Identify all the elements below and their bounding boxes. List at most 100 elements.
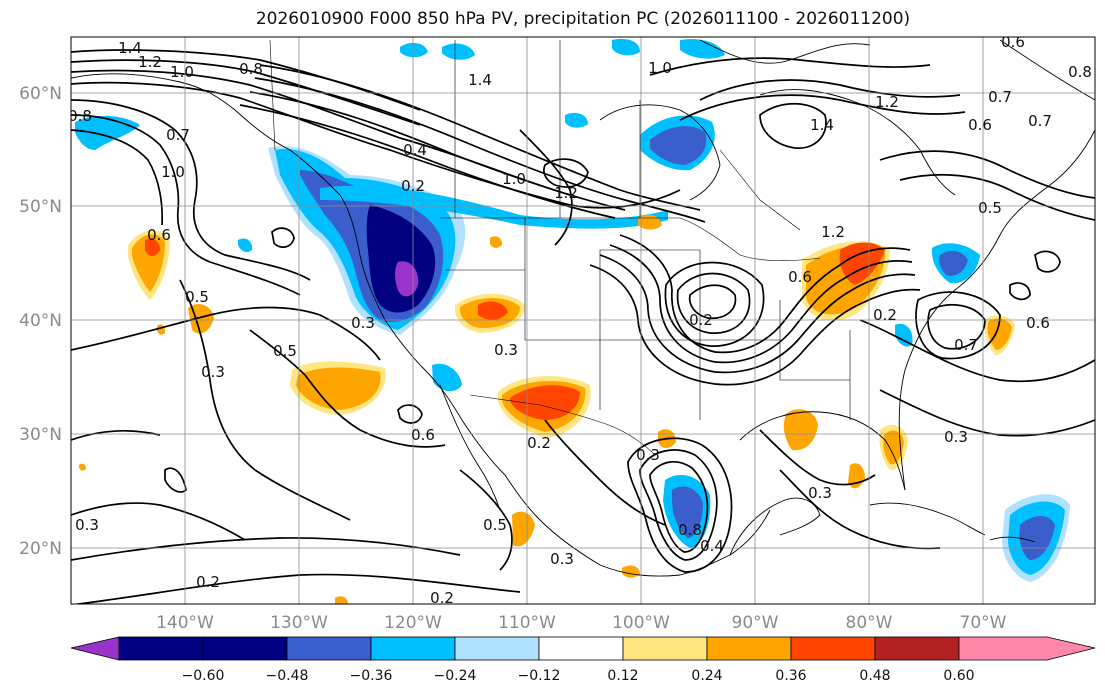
contour-label: 1.4 [468, 71, 492, 89]
shade-orange-ab [638, 214, 662, 230]
shade-blue-small2 [895, 323, 913, 347]
colorbar-segment-11 [958, 636, 1096, 661]
shade-purple [395, 261, 419, 297]
contour-low-ring2 [664, 261, 765, 347]
contour-hudson-low [759, 103, 827, 149]
shade-blue-california [432, 363, 462, 392]
colorbar-tick-label: 0.24 [691, 668, 722, 684]
contour-ne-1 [899, 173, 1095, 221]
contour-label: 0.7 [1028, 112, 1052, 130]
shade-blue-top5 [565, 112, 588, 128]
colorbar-tick-label: −0.36 [350, 668, 393, 684]
border-states5 [600, 249, 701, 340]
border-us-canada [440, 217, 821, 261]
colorbar-segment-5 [454, 636, 540, 661]
lon-label-80w: 80°W [846, 613, 893, 633]
lat-label-40n: 40°N [19, 311, 62, 331]
contour-mexico2 [649, 461, 709, 553]
contour-label: 0.3 [944, 428, 968, 446]
shade-orange-w3 [296, 367, 381, 410]
shade-mid-blue-mexico [672, 486, 703, 538]
contour-north-1 [699, 79, 961, 101]
contour-low-center [688, 284, 737, 320]
coast-arctic [699, 39, 871, 64]
contour-mexico1 [639, 449, 718, 561]
contour-north-3 [649, 57, 931, 76]
latitude-labels: 60°N 50°N 40°N 30°N 20°N [19, 84, 62, 559]
contour-label: 1.2 [554, 184, 578, 202]
contour-1.4-top [71, 49, 421, 111]
shade-orange-gulf [783, 409, 818, 451]
contour-label: 0.2 [401, 177, 425, 195]
contour-label: 1.2 [138, 53, 162, 71]
political-borders [269, 39, 851, 456]
coast-hispaniola [989, 536, 1036, 543]
contour-label: 0.5 [978, 199, 1002, 217]
lat-label-50n: 50°N [19, 197, 62, 217]
contour-label: 0.3 [201, 363, 225, 381]
contour-label: 0.5 [483, 516, 507, 534]
shade-blue-small1 [238, 238, 253, 253]
contour-label: 0.6 [788, 268, 812, 286]
coast-greenland [999, 39, 1095, 101]
contour-0.6-w [249, 329, 446, 448]
contour-label: 0.8 [1068, 63, 1092, 81]
contour-label: 0.8 [68, 107, 92, 125]
contour-label: 0.7 [166, 126, 190, 144]
contour-rockies [519, 129, 573, 246]
contour-label: 0.2 [527, 434, 551, 452]
contour-label: 0.3 [494, 341, 518, 359]
contour-label: 0.7 [954, 336, 978, 354]
chart-title: 2026010900 F000 850 hPa PV, precipitatio… [255, 9, 911, 29]
contour-label: 0.2 [689, 311, 713, 329]
contour-ne-2 [879, 150, 1095, 199]
contour-ridge-w1 [71, 99, 311, 281]
colorbar-tick-label: −0.12 [518, 668, 561, 684]
shade-orange-fl [883, 430, 904, 465]
lon-label-110w: 110°W [498, 613, 556, 633]
contour-jet3 [249, 91, 626, 211]
shade-red-w1 [145, 238, 160, 256]
shade-blue-top2 [442, 43, 475, 60]
contour-1.2-top [71, 59, 421, 126]
colorbar-tick-label: −0.24 [434, 668, 477, 684]
lon-label-90w: 90°W [732, 613, 779, 633]
shade-red-nv [478, 301, 508, 320]
shade-red-az [510, 385, 580, 420]
contour-north-2 [679, 94, 966, 121]
border-alaska [269, 39, 276, 151]
contour-label: 1.4 [810, 116, 834, 134]
contour-south-2 [459, 469, 513, 571]
contour-label: 1.2 [875, 93, 899, 111]
coast-east [898, 129, 1095, 491]
contour-west-0.2 [71, 430, 161, 441]
shade-blue-top4 [680, 39, 725, 59]
colorbar-tick-label: 0.12 [607, 668, 638, 684]
colorbar-segment-3 [286, 636, 372, 661]
border-states2 [599, 250, 701, 420]
coast-alaska [71, 73, 771, 577]
border-canada-prov2 [719, 149, 801, 231]
contour-jet1 [259, 64, 701, 211]
contour-west-closed4 [543, 158, 589, 188]
shade-orange-ne [987, 318, 1012, 350]
contour-label: 0.2 [196, 573, 220, 591]
contour-se-1 [879, 389, 1095, 437]
colorbar-tick-label: −0.48 [266, 668, 309, 684]
lat-label-60n: 60°N [19, 84, 62, 104]
coast-hudson [599, 104, 721, 201]
contour-trough4 [589, 264, 921, 386]
contour-label: 1.4 [118, 39, 142, 57]
shade-navy [366, 205, 436, 313]
colorbar-tick-label: 0.36 [775, 668, 806, 684]
contour-0.3-w [179, 279, 351, 521]
contour-label: 0.8 [678, 521, 702, 539]
shade-blue-top1 [400, 42, 428, 58]
longitude-labels: 140°W 130°W 120°W 110°W 100°W 90°W 80°W … [156, 613, 1007, 633]
contour-label: 1.0 [502, 170, 526, 188]
colorbar-tick-label: 0.48 [859, 668, 890, 684]
contour-0.8-top [71, 81, 681, 209]
contour-label: 0.7 [988, 88, 1012, 106]
contour-south-1 [544, 419, 666, 526]
contour-east-low2 [915, 291, 1001, 360]
